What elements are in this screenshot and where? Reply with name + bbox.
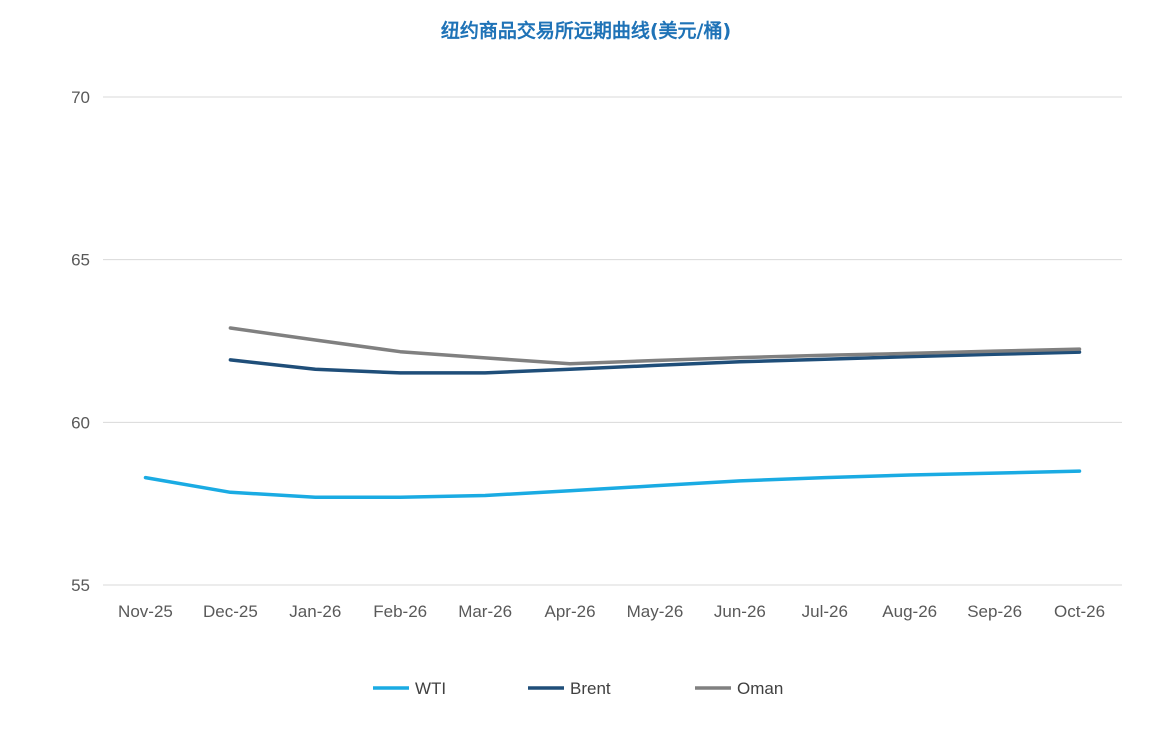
y-tick-label: 70 xyxy=(71,88,90,107)
legend-item-brent: Brent xyxy=(528,679,611,698)
y-tick-label: 55 xyxy=(71,576,90,595)
x-tick-label: May-26 xyxy=(627,602,684,621)
x-tick-label: Mar-26 xyxy=(458,602,512,621)
x-tick-label: Jan-26 xyxy=(289,602,341,621)
y-tick-label: 65 xyxy=(71,251,90,270)
y-axis-ticks: 55 60 65 70 xyxy=(71,88,90,595)
legend-item-oman: Oman xyxy=(695,679,783,698)
x-tick-label: Aug-26 xyxy=(882,602,937,621)
x-tick-label: Feb-26 xyxy=(373,602,427,621)
series-line-oman xyxy=(228,326,1082,366)
y-tick-label: 60 xyxy=(71,413,90,432)
legend: WTI Brent Oman xyxy=(373,679,783,698)
x-tick-label: Jun-26 xyxy=(714,602,766,621)
legend-label: Oman xyxy=(737,679,783,698)
x-tick-label: Apr-26 xyxy=(545,602,596,621)
gridlines xyxy=(103,96,1122,586)
x-tick-label: Nov-25 xyxy=(118,602,173,621)
legend-label: WTI xyxy=(415,679,446,698)
x-tick-label: Oct-26 xyxy=(1054,602,1105,621)
chart-title: 纽约商品交易所远期曲线(美元/桶) xyxy=(441,19,731,42)
legend-label: Brent xyxy=(570,679,611,698)
x-tick-label: Sep-26 xyxy=(967,602,1022,621)
series-line-brent xyxy=(228,350,1082,375)
x-axis-ticks: Nov-25 Dec-25 Jan-26 Feb-26 Mar-26 Apr-26 May-… xyxy=(118,602,1105,621)
x-tick-label: Dec-25 xyxy=(203,602,258,621)
series-lines xyxy=(143,326,1082,499)
series-line-wti xyxy=(143,469,1082,499)
x-tick-label: Jul-26 xyxy=(802,602,848,621)
legend-item-wti: WTI xyxy=(373,679,446,698)
